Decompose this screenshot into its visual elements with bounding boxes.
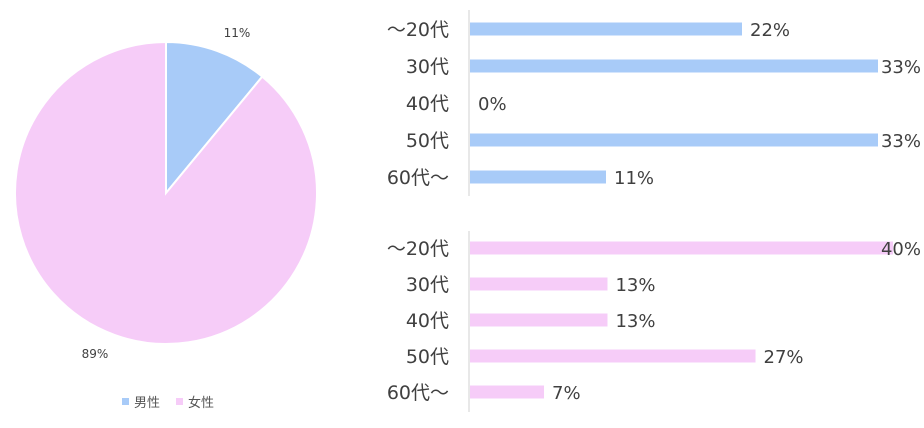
bar-category-1-3: 50代: [406, 130, 449, 152]
bar-2-4: [470, 385, 545, 399]
bar-category-2-2: 40代: [406, 310, 449, 332]
pie-label-0: 11%: [224, 26, 251, 40]
pie-label-1: 89%: [82, 347, 109, 361]
bar-category-1-4: 60代～: [387, 167, 449, 189]
bar-category-2-1: 30代: [406, 274, 449, 296]
bar-value-label-2-3: 27%: [764, 347, 804, 368]
bar-1-3: [470, 133, 878, 147]
bar-category-1-2: 40代: [406, 93, 449, 115]
legend-swatch-female: [176, 398, 183, 405]
bar-1-0: [470, 22, 742, 36]
bar-value-label-2-0: 40%: [881, 239, 921, 260]
legend-label-female: 女性: [188, 395, 214, 411]
legend-label-male: 男性: [134, 396, 160, 411]
bar-category-1-0: ～20代: [387, 19, 449, 41]
bar-value-label-2-2: 13%: [615, 311, 655, 332]
bar-value-label-2-4: 7%: [552, 383, 581, 404]
bar-category-2-0: ～20代: [387, 238, 449, 260]
bar-category-1-1: 30代: [406, 56, 449, 78]
bar-value-label-1-3: 33%: [881, 131, 921, 152]
pie-slice-1: [14, 40, 318, 345]
bar-2-1: [470, 277, 608, 291]
bar-2-0: [470, 241, 894, 255]
bar-value-label-2-1: 13%: [615, 275, 655, 296]
bar-value-label-1-4: 11%: [614, 168, 654, 189]
bar-2-2: [470, 313, 608, 327]
bar-value-label-1-1: 33%: [881, 57, 921, 78]
bar-1-1: [470, 59, 878, 73]
bar-value-label-1-2: 0%: [478, 94, 507, 115]
bar-category-2-3: 50代: [406, 346, 449, 368]
legend-swatch-male: [122, 398, 129, 405]
bar-1-4: [470, 170, 606, 184]
bar-2-3: [470, 349, 756, 363]
bar-value-label-1-0: 22%: [750, 20, 790, 41]
bar-category-2-4: 60代～: [387, 382, 449, 404]
pie-slice-0: [165, 40, 264, 196]
